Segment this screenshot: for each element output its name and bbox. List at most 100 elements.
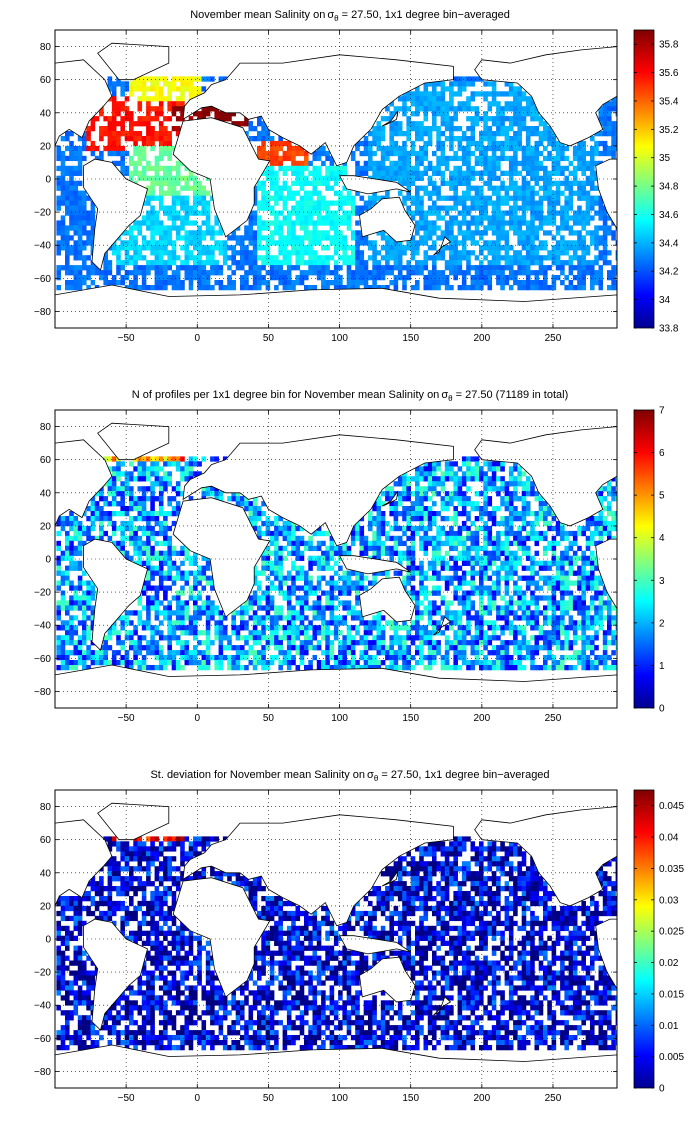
- data-bin: [73, 215, 79, 221]
- data-bin: [299, 550, 305, 556]
- data-bin: [534, 170, 540, 176]
- data-bin: [235, 250, 241, 256]
- data-bin: [504, 145, 510, 152]
- data-bin: [453, 136, 458, 142]
- data-bin: [163, 285, 168, 291]
- data-bin: [449, 285, 454, 291]
- data-bin: [491, 461, 497, 467]
- data-bin: [107, 486, 113, 492]
- data-bin: [252, 570, 258, 576]
- data-bin: [111, 501, 117, 507]
- data-bin: [530, 280, 535, 286]
- data-bin: [193, 175, 198, 181]
- data-bin: [359, 235, 365, 241]
- data-bin: [359, 540, 365, 547]
- data-bin: [129, 136, 134, 142]
- data-bin: [517, 540, 522, 547]
- data-bin: [508, 285, 514, 291]
- data-bin: [150, 86, 155, 92]
- data-bin: [423, 240, 429, 246]
- data-bin: [286, 255, 292, 261]
- data-bin: [479, 230, 484, 236]
- data-bin: [466, 595, 471, 601]
- data-bin: [265, 595, 271, 601]
- data-bin: [406, 506, 411, 512]
- data-bin: [240, 275, 245, 281]
- data-bin: [479, 131, 484, 137]
- data-bin: [116, 471, 121, 477]
- data-bin: [436, 535, 441, 542]
- data-bin: [316, 150, 322, 157]
- data-bin: [184, 240, 190, 246]
- data-bin: [158, 101, 164, 107]
- data-bin: [423, 476, 429, 482]
- data-bin: [444, 280, 450, 286]
- data-bin: [538, 121, 544, 127]
- data-bin: [171, 165, 177, 172]
- data-bin: [60, 230, 66, 236]
- data-bin: [60, 240, 66, 246]
- data-bin: [453, 570, 458, 576]
- data-bin: [299, 170, 305, 176]
- data-bin: [368, 160, 373, 167]
- data-bin: [180, 86, 185, 92]
- data-bin: [282, 535, 288, 542]
- data-bin: [244, 116, 249, 122]
- data-bin: [496, 225, 501, 231]
- data-bin: [449, 575, 454, 581]
- data-bin: [568, 590, 574, 596]
- data-bin: [585, 195, 591, 201]
- data-bin: [325, 155, 330, 162]
- data-bin: [193, 210, 198, 216]
- data-bin: [201, 575, 207, 581]
- data-bin: [530, 165, 535, 172]
- data-bin: [568, 265, 574, 271]
- data-bin: [432, 285, 437, 291]
- data-bin: [210, 575, 215, 581]
- data-bin: [205, 486, 211, 492]
- data-bin: [184, 600, 190, 606]
- data-bin: [120, 170, 125, 176]
- data-bin: [184, 605, 190, 611]
- data-bin: [453, 590, 458, 596]
- data-bin: [107, 280, 113, 286]
- data-bin: [581, 255, 586, 261]
- data-bin: [60, 190, 66, 196]
- data-bin: [269, 205, 275, 211]
- data-bin: [291, 220, 296, 226]
- data-bin: [530, 230, 535, 236]
- data-bin: [175, 565, 181, 571]
- data-bin: [440, 91, 446, 97]
- data-bin: [73, 600, 79, 606]
- data-bin: [82, 240, 87, 246]
- data-bin: [461, 491, 467, 497]
- data-bin: [257, 525, 262, 532]
- data-bin: [193, 245, 198, 251]
- data-bin: [496, 265, 501, 271]
- data-bin: [137, 501, 143, 507]
- data-bin: [282, 185, 288, 191]
- data-bin: [449, 466, 454, 472]
- data-bin: [525, 506, 531, 512]
- data-bin: [500, 116, 505, 122]
- data-bin: [175, 600, 181, 606]
- data-bin: [363, 535, 369, 542]
- data-bin: [491, 150, 497, 157]
- data-bin: [525, 106, 531, 112]
- data-bin: [116, 106, 121, 112]
- data-bin: [521, 516, 527, 522]
- data-bin: [124, 471, 130, 477]
- data-bin: [513, 260, 518, 266]
- data-bin: [551, 235, 557, 241]
- data-bin: [611, 486, 616, 492]
- data-bin: [530, 210, 535, 216]
- data-bin: [432, 540, 437, 547]
- data-bin: [158, 260, 164, 266]
- data-bin: [308, 605, 313, 611]
- data-bin: [188, 175, 194, 181]
- data-bin: [461, 145, 467, 152]
- data-bin: [188, 560, 194, 566]
- data-bin: [457, 240, 463, 246]
- data-bin: [474, 471, 480, 477]
- data-bin: [389, 491, 394, 497]
